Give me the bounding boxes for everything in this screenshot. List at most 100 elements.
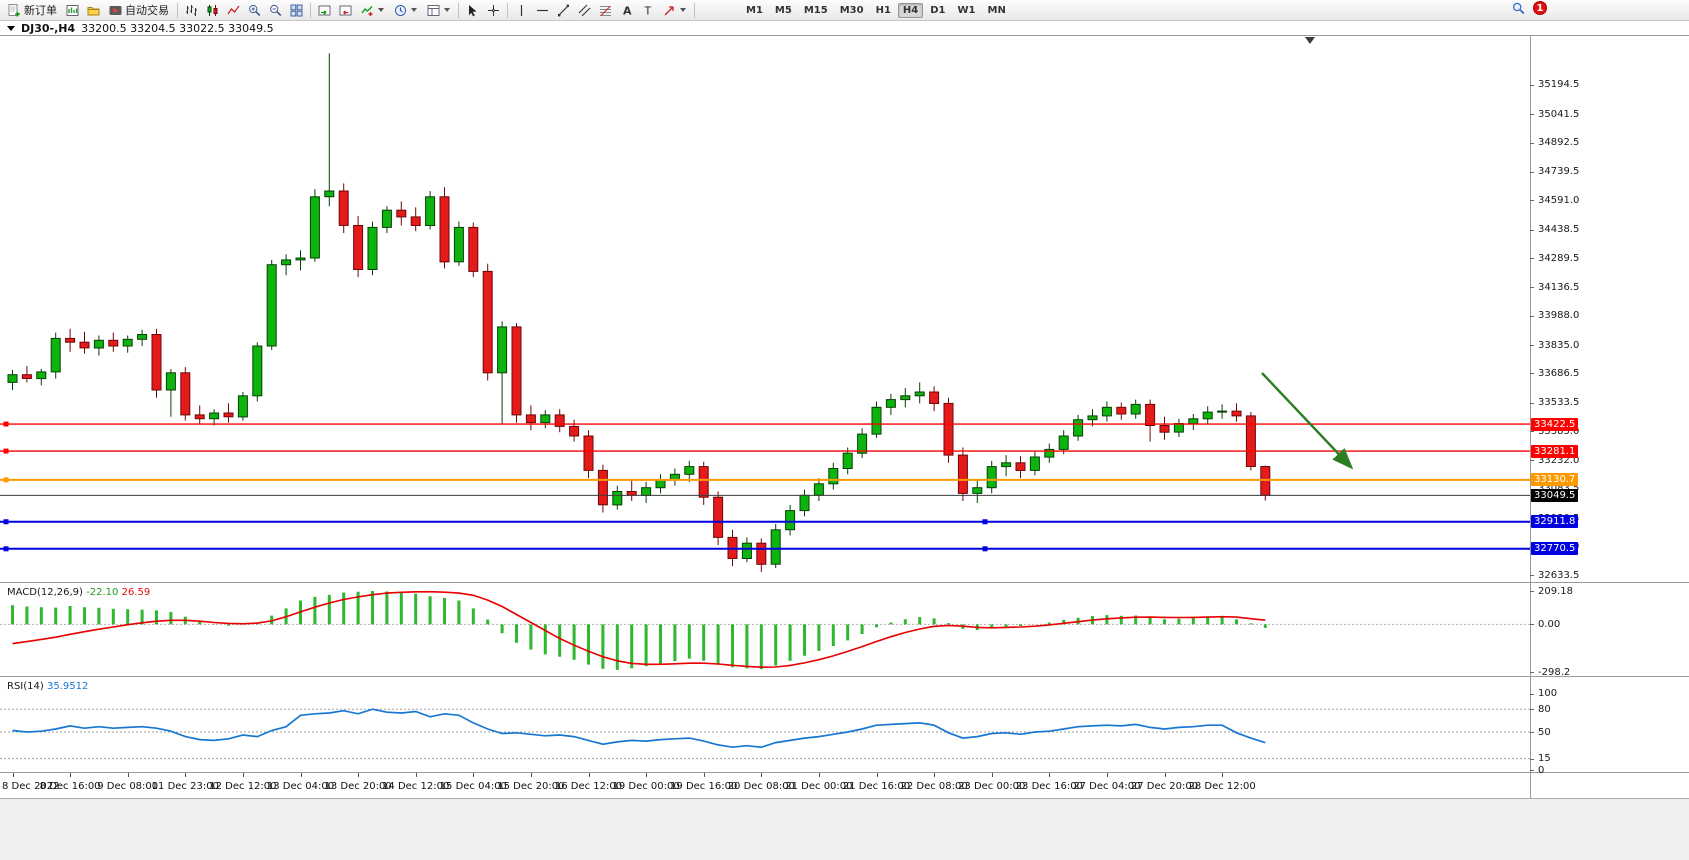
line-chart-button[interactable]	[223, 2, 244, 19]
price-line-axis-label: 33281.1	[1531, 444, 1579, 458]
timeframe-m1[interactable]: M1	[746, 4, 763, 16]
hline-handle[interactable]	[982, 546, 988, 552]
chart-shift-marker[interactable]	[1305, 37, 1315, 44]
macd-indicator-panel[interactable]	[0, 585, 1530, 676]
time-axis[interactable]: 8 Dec 2022 8 Dec 16:00 9 Dec 08:00 11 Dec 2…	[0, 773, 1689, 798]
timeframe-w1[interactable]: W1	[957, 4, 976, 16]
timeframe-mn[interactable]: MN	[987, 4, 1006, 16]
new-order-button[interactable]: 新订单	[3, 2, 62, 19]
hline-handle[interactable]	[3, 546, 9, 552]
candle-body	[684, 466, 695, 475]
sell-signal-arrow[interactable]	[1261, 372, 1354, 470]
candle-body	[137, 334, 148, 340]
label-button[interactable]: T	[637, 2, 658, 19]
toolbar-separator	[177, 2, 178, 18]
crosshair-button[interactable]	[483, 2, 504, 19]
templates-button[interactable]	[422, 2, 455, 19]
rsi-axis-tick: 15	[1538, 753, 1551, 765]
rsi-axis-tick: 50	[1538, 726, 1551, 738]
chart-shift-button[interactable]	[335, 2, 356, 19]
auto-scroll-button[interactable]	[314, 2, 335, 19]
candle-body	[1044, 448, 1055, 458]
rsi-indicator-panel[interactable]	[0, 679, 1530, 772]
rsi-value: 35.9512	[46, 681, 89, 692]
autotrade-button[interactable]: 自动交易	[104, 2, 174, 19]
tile-windows-icon	[290, 4, 303, 16]
candle-body	[1130, 403, 1141, 415]
main-price-chart[interactable]	[0, 36, 1530, 582]
trendline-button[interactable]	[553, 2, 574, 19]
time-tick-mark	[703, 773, 705, 777]
candle-body	[338, 190, 349, 226]
candle-body	[597, 469, 608, 506]
time-axis-label: 28 Dec 12:00	[1188, 781, 1256, 792]
tile-windows-button[interactable]	[286, 2, 307, 19]
zoom-out-button[interactable]	[265, 2, 286, 19]
candle-body	[1001, 462, 1012, 468]
svg-text:A: A	[623, 4, 632, 17]
candle-body	[986, 466, 997, 489]
time-axis-label: 15 Dec 04:00	[439, 781, 507, 792]
zoom-in-button[interactable]	[244, 2, 265, 19]
candle-body	[108, 339, 119, 347]
price-tick: 34739.5	[1538, 166, 1580, 178]
hline-handle[interactable]	[3, 421, 9, 427]
timeframe-h4[interactable]: H4	[897, 2, 924, 18]
crosshair-icon	[488, 4, 499, 16]
time-axis-label: 15 Dec 20:00	[497, 781, 565, 792]
macd-panel-splitter[interactable]	[0, 582, 1689, 583]
price-tick: 34289.5	[1538, 252, 1580, 264]
candle-body	[468, 226, 479, 272]
bars-chart-icon	[186, 4, 197, 16]
candlestick-chart-button[interactable]	[202, 2, 223, 19]
rsi-axis-tick: 100	[1538, 688, 1558, 700]
profiles-button[interactable]	[83, 2, 104, 19]
hline-handle[interactable]	[3, 519, 9, 525]
timeframe-m5[interactable]: M5	[774, 4, 792, 16]
time-tick-mark	[1049, 773, 1051, 777]
timeframe-m15[interactable]: M15	[803, 4, 828, 16]
candle-body	[525, 414, 536, 424]
candle-body	[1087, 415, 1098, 421]
timeframe-h1[interactable]: H1	[875, 4, 891, 16]
candle-body	[929, 391, 940, 404]
hline-handle[interactable]	[3, 448, 9, 454]
search-icon[interactable]	[1512, 2, 1525, 15]
periods-button[interactable]	[389, 2, 422, 19]
time-tick-mark	[876, 773, 878, 777]
bars-chart-button[interactable]	[181, 2, 202, 19]
axis-tick-mark	[1530, 460, 1534, 462]
time-tick-mark	[415, 773, 417, 777]
candle-body	[180, 372, 191, 416]
rsi-panel-splitter[interactable]	[0, 676, 1689, 677]
time-axis-label: 19 Dec 00:00	[612, 781, 680, 792]
hline-handle[interactable]	[982, 519, 988, 525]
axis-tick-mark	[1530, 732, 1534, 733]
axis-tick-mark	[1530, 315, 1534, 317]
price-tick: 33385.0	[1538, 425, 1580, 437]
timeframe-d1[interactable]: D1	[930, 4, 946, 16]
rsi-axis-tick: 0	[1538, 764, 1545, 776]
candle-body	[93, 339, 104, 349]
price-tick: 33232.0	[1538, 454, 1580, 466]
horizontal-line-button[interactable]	[532, 2, 553, 19]
candle-body	[482, 270, 493, 374]
chart-window-button[interactable]	[62, 2, 83, 19]
vertical-line-button[interactable]	[511, 2, 532, 19]
chart-menu-triangle-icon[interactable]	[7, 26, 15, 31]
indicators-button[interactable]	[356, 2, 389, 19]
fibonacci-button[interactable]	[595, 2, 616, 19]
time-tick-mark	[473, 773, 475, 777]
channel-button[interactable]	[574, 2, 595, 19]
timeframe-m30[interactable]: M30	[839, 4, 864, 16]
candle-body	[885, 399, 896, 408]
arrows-button[interactable]	[658, 2, 691, 19]
time-axis-label: 21 Dec 16:00	[842, 781, 911, 792]
cursor-button[interactable]	[462, 2, 483, 19]
text-button[interactable]: A	[616, 2, 637, 19]
hline-handle[interactable]	[3, 477, 9, 483]
price-axis[interactable]: 35194.5 35041.5 34892.5 34739.5 34591.0 34438…	[1530, 36, 1689, 798]
zoom-out-icon	[270, 4, 282, 16]
time-axis-border	[0, 772, 1689, 773]
candle-body	[194, 414, 205, 420]
